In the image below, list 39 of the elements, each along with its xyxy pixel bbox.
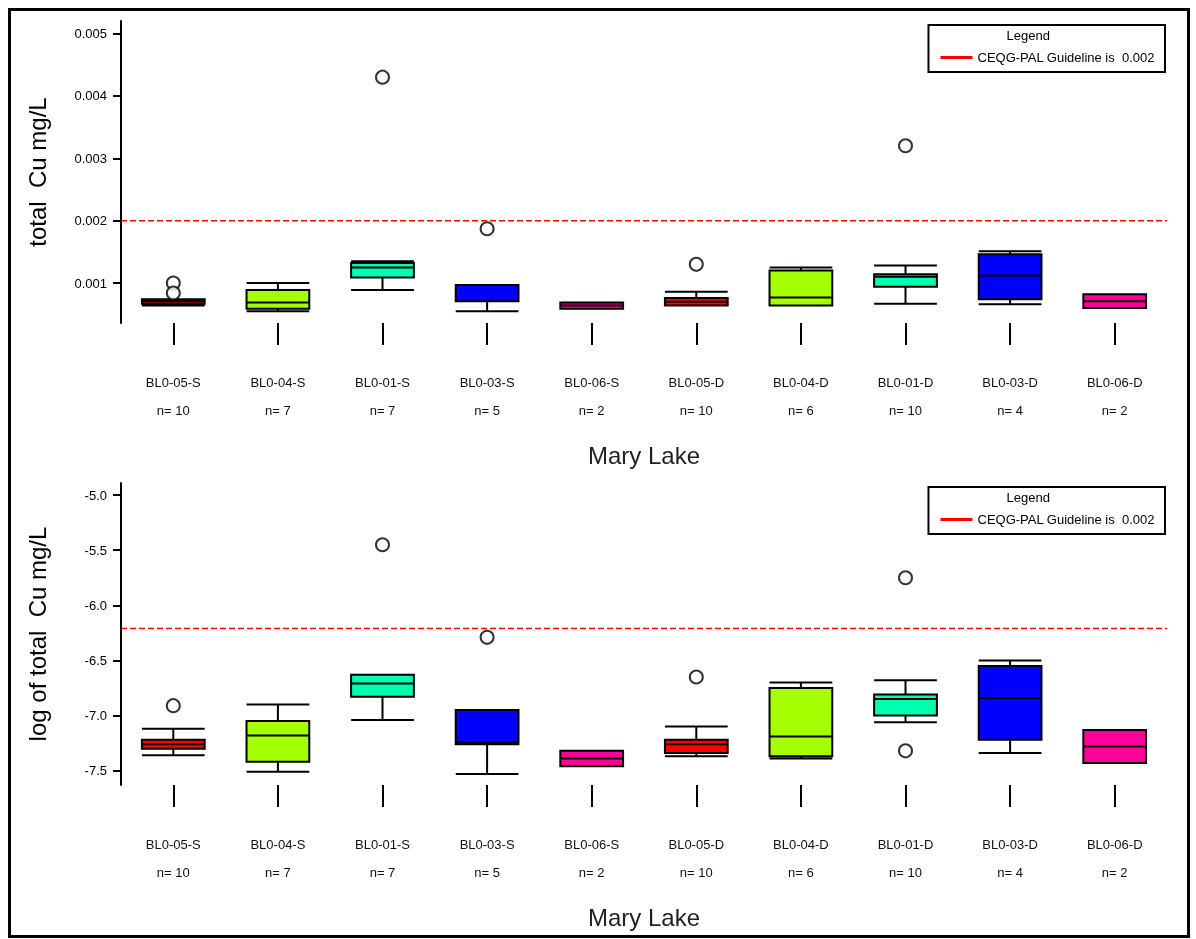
x-tick-label: BL0-04-S n= 7 — [250, 836, 306, 880]
x-axis-title: Mary Lake — [587, 903, 701, 931]
x-tick-label: BL0-01-S n= 7 — [355, 374, 411, 418]
y-tick-label: 0.002 — [74, 213, 107, 229]
legend-title: Legend — [1006, 490, 1051, 505]
y-tick-label: -5.0 — [84, 487, 107, 503]
x-tick-label: BL0-05-S n= 10 — [145, 836, 202, 880]
x-tick-label: BL0-05-S n= 10 — [145, 374, 202, 418]
y-tick-label: -7.5 — [84, 763, 107, 779]
y-tick-label: -6.5 — [84, 652, 107, 668]
y-tick-label: -5.5 — [84, 542, 107, 558]
legend-title: Legend — [1006, 28, 1051, 43]
x-tick-label: BL0-04-S n= 7 — [250, 374, 306, 418]
y-tick-label: -6.0 — [84, 597, 107, 613]
y-tick-label: 0.004 — [74, 88, 107, 104]
y-axis-title: log of total Cu mg/L — [23, 526, 51, 742]
x-tick-label: BL0-01-D n= 10 — [877, 374, 934, 418]
y-tick-label: -7.0 — [84, 708, 107, 724]
x-tick-label: BL0-03-S n= 5 — [459, 374, 515, 418]
x-tick-label: BL0-01-S n= 7 — [355, 836, 411, 880]
x-tick-label: BL0-03-D n= 4 — [982, 374, 1038, 418]
x-tick-label: BL0-05-D n= 10 — [668, 836, 725, 880]
x-tick-label: BL0-04-D n= 6 — [773, 836, 829, 880]
y-tick-label: 0.005 — [74, 25, 107, 41]
x-tick-label: BL0-01-D n= 10 — [877, 836, 934, 880]
x-axis-title: Mary Lake — [587, 441, 701, 469]
x-tick-label: BL0-06-D n= 2 — [1086, 836, 1143, 880]
legend-label: CEQG-PAL Guideline is 0.002 — [977, 50, 1155, 65]
x-tick-label: BL0-06-S n= 2 — [564, 374, 620, 418]
x-tick-label: BL0-05-D n= 10 — [668, 374, 725, 418]
x-tick-label: BL0-03-S n= 5 — [459, 836, 515, 880]
y-tick-label: 0.001 — [74, 275, 107, 291]
x-tick-label: BL0-06-D n= 2 — [1086, 374, 1143, 418]
x-tick-label: BL0-06-S n= 2 — [564, 836, 620, 880]
y-axis-title: total Cu mg/L — [23, 97, 51, 247]
x-tick-label: BL0-03-D n= 4 — [982, 836, 1038, 880]
x-tick-label: BL0-04-D n= 6 — [773, 374, 829, 418]
y-tick-label: 0.003 — [74, 150, 107, 166]
legend-label: CEQG-PAL Guideline is 0.002 — [977, 512, 1155, 527]
